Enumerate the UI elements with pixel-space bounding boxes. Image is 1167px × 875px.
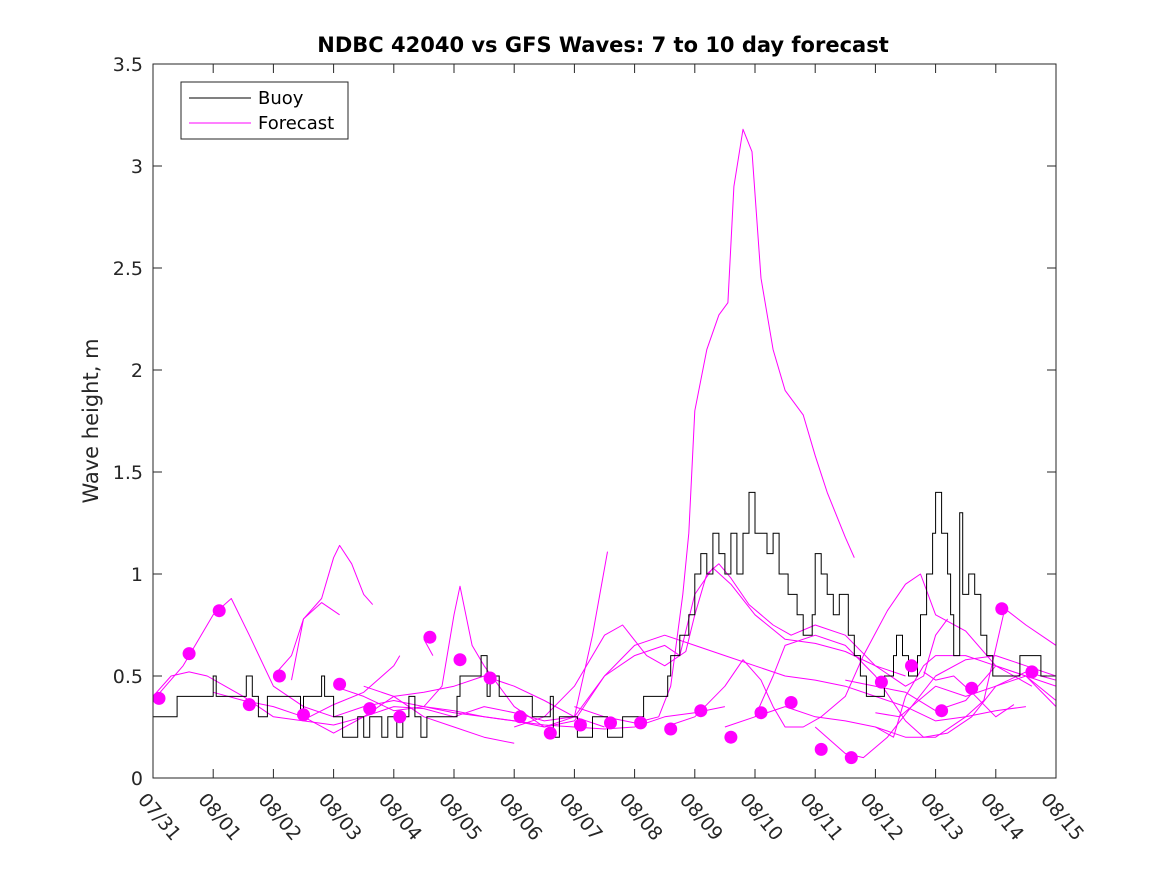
forecast-markers [152,602,1039,765]
x-tick-label-14: 08/14 [976,789,1028,845]
forecast-series-line-5 [291,602,340,681]
x-tick-label-1: 08/01 [193,789,245,845]
forecast-marker-1 [182,647,196,661]
legend-forecast-label: Forecast [258,113,334,134]
forecast-marker-9 [423,630,437,644]
y-tick-label-2: 1 [131,564,143,586]
forecast-series-line-10 [423,567,906,728]
forecast-marker-2 [212,604,226,618]
forecast-series-line-1 [153,671,605,728]
x-tick-label-12: 08/12 [856,789,908,845]
forecast-series-line-6 [309,655,401,718]
x-tick-label-8: 08/08 [615,789,667,845]
axis-ticks [152,63,1057,779]
y-tick-label-5: 2.5 [113,258,143,280]
forecast-series-line-11 [514,563,949,728]
forecast-marker-22 [814,742,828,756]
forecast-marker-19 [724,730,738,744]
forecast-series-line-7 [333,551,608,728]
forecast-marker-8 [393,710,407,724]
forecast-marker-7 [363,702,377,716]
forecast-marker-12 [513,710,527,724]
forecast-series-line-13 [664,573,1033,728]
legend: Buoy Forecast [180,81,349,140]
forecast-marker-0 [152,691,166,705]
forecast-series-line-8 [423,639,434,656]
x-tick-label-6: 08/06 [494,789,546,845]
x-tick-label-13: 08/13 [916,789,968,845]
y-tick-labels: 0 0.5 1 1.5 2 2.5 3 3.5 [113,54,143,790]
forecast-marker-26 [935,704,949,718]
forecast-lines [153,128,1056,759]
x-tick-label-0: 07/31 [133,789,185,845]
y-tick-label-0: 0 [131,768,143,790]
x-tick-label-4: 08/04 [374,789,426,845]
forecast-series-line-3 [213,634,1026,734]
forecast-marker-16 [634,716,648,730]
y-tick-label-3: 1.5 [113,462,143,484]
forecast-marker-15 [604,716,617,730]
x-tick-label-11: 08/11 [795,789,847,845]
forecast-marker-28 [995,602,1009,616]
forecast-marker-10 [453,653,467,667]
forecast-series-line-9 [363,685,515,744]
forecast-marker-21 [784,696,798,709]
forecast-marker-23 [844,751,858,765]
forecast-marker-6 [333,677,347,691]
x-tick-labels: 07/31 08/01 08/02 08/03 08/04 08/05 08/06 08/07… [133,789,1088,845]
y-tick-label-1: 0.5 [113,666,143,688]
buoy-line [153,491,1056,738]
x-tick-label-5: 08/05 [434,789,486,845]
x-tick-label-3: 08/03 [314,789,366,845]
forecast-series-line-12 [574,128,855,724]
legend-box [180,81,349,140]
forecast-series-line-18 [875,608,1056,738]
forecast-marker-20 [754,706,768,720]
x-tick-label-15: 08/15 [1036,789,1088,845]
x-tick-label-10: 08/10 [735,789,787,845]
chart-title: NDBC 42040 vs GFS Waves: 7 to 10 day for… [317,33,888,57]
legend-buoy-label: Buoy [258,88,304,109]
forecast-series-line-14 [724,634,1056,738]
forecast-series-line-4 [273,544,374,677]
forecast-marker-24 [874,675,888,689]
forecast-marker-4 [272,669,286,683]
y-tick-label-4: 2 [131,360,143,382]
forecast-marker-27 [965,681,979,695]
y-tick-label-6: 3 [131,156,143,178]
forecast-marker-14 [573,718,587,732]
buoy-series-line [153,491,1056,738]
y-axis-label: Wave height, m [79,338,103,503]
forecast-marker-29 [1025,665,1039,679]
forecast-marker-5 [297,708,310,722]
plot-area [152,63,1057,779]
forecast-marker-18 [694,704,708,718]
forecast-marker-3 [242,698,256,712]
x-tick-label-2: 08/02 [254,789,306,845]
x-tick-label-7: 08/07 [555,789,607,845]
x-tick-label-9: 08/09 [675,789,727,845]
forecast-marker-25 [905,659,918,673]
forecast-marker-11 [483,671,497,685]
forecast-series-line-19 [923,671,1015,718]
forecast-marker-13 [543,726,557,740]
forecast-series-line-20 [875,675,1056,718]
y-tick-label-7: 3.5 [113,54,143,76]
forecast-marker-17 [664,722,678,736]
